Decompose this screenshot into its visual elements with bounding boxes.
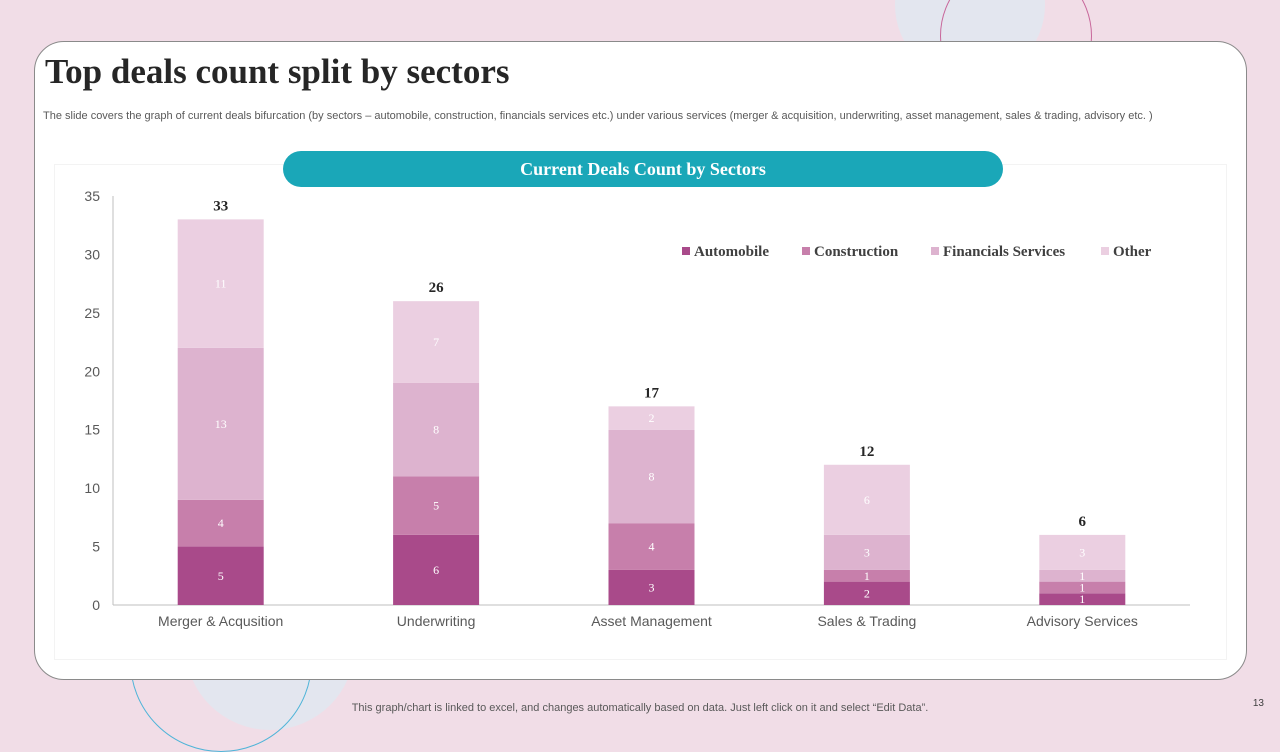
data-label: 8	[433, 423, 439, 437]
bar-segment	[608, 406, 695, 430]
y-tick-label: 15	[84, 422, 100, 438]
bar-segment	[608, 569, 695, 605]
x-tick-label: Merger & Acqusition	[158, 613, 283, 629]
data-label: 4	[218, 516, 224, 530]
data-label: 1	[1079, 580, 1085, 594]
data-label: 1	[1079, 592, 1085, 606]
legend-swatch	[682, 247, 690, 255]
legend-swatch	[802, 247, 810, 255]
data-label: 2	[864, 586, 870, 600]
y-tick-label: 25	[84, 305, 100, 321]
bar-segment	[823, 581, 910, 605]
bar-segment	[177, 219, 264, 348]
bar-segment	[1039, 593, 1126, 605]
total-label: 12	[859, 444, 874, 460]
y-tick-label: 5	[92, 539, 100, 555]
bar-segment	[393, 382, 480, 477]
y-tick-label: 35	[84, 188, 100, 204]
data-label: 1	[864, 569, 870, 583]
legend-swatch	[931, 247, 939, 255]
y-tick-label: 10	[84, 480, 100, 496]
bar-segment	[393, 534, 480, 605]
x-tick-label: Advisory Services	[1027, 613, 1138, 629]
y-tick-label: 30	[84, 246, 100, 262]
legend-label: Other	[1113, 244, 1152, 260]
bar-segment	[608, 523, 695, 570]
bar-segment	[177, 347, 264, 500]
total-label: 6	[1079, 514, 1087, 530]
data-label: 6	[864, 493, 870, 507]
total-label: 17	[644, 385, 660, 401]
data-label: 5	[433, 499, 439, 513]
data-label: 11	[215, 277, 227, 291]
y-tick-label: 20	[84, 363, 100, 379]
data-label: 5	[218, 569, 224, 583]
data-label: 13	[215, 417, 227, 431]
bar-segment	[177, 546, 264, 605]
data-label: 3	[649, 580, 655, 594]
bar-segment	[823, 569, 910, 582]
data-label: 4	[649, 540, 655, 554]
data-label: 8	[649, 469, 655, 483]
bar-segment	[823, 534, 910, 570]
data-label: 6	[433, 563, 439, 577]
bar-segment	[1039, 534, 1126, 570]
x-tick-label: Asset Management	[591, 613, 712, 629]
bar-segment	[823, 464, 910, 535]
data-label: 1	[1079, 569, 1085, 583]
x-tick-label: Sales & Trading	[817, 613, 916, 629]
data-label: 7	[433, 335, 439, 349]
chart-title: Current Deals Count by Sectors	[283, 151, 1003, 187]
page-number: 13	[1252, 698, 1264, 709]
bar-segment	[393, 301, 480, 383]
total-label: 33	[213, 198, 228, 214]
legend-label: Financials Services	[943, 244, 1065, 260]
total-label: 26	[429, 280, 445, 296]
bar-segment	[1039, 569, 1126, 582]
footnote: This graph/chart is linked to excel, and…	[351, 702, 929, 714]
y-tick-label: 0	[92, 597, 100, 613]
data-label: 3	[864, 545, 870, 559]
bar-segment	[1039, 581, 1126, 594]
data-label: 2	[649, 411, 655, 425]
bar-segment	[608, 429, 695, 524]
page-title: Top deals count split by sectors	[45, 52, 510, 91]
legend-label: Automobile	[694, 244, 769, 260]
bar-segment	[177, 499, 264, 547]
slide-description: The slide covers the graph of current de…	[43, 110, 1153, 122]
data-label: 3	[1079, 545, 1085, 559]
legend-label: Construction	[814, 244, 899, 260]
x-tick-label: Underwriting	[397, 613, 476, 629]
bar-segment	[393, 476, 480, 535]
legend-swatch	[1101, 247, 1109, 255]
